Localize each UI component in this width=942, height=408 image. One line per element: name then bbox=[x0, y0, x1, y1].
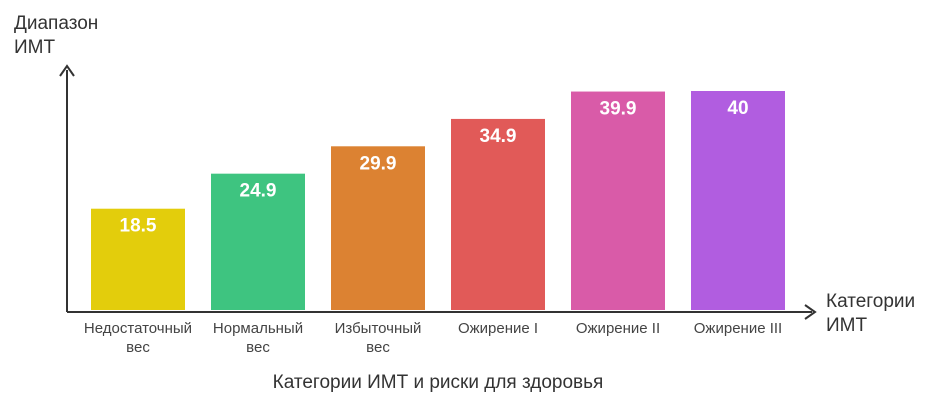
bar-obesity-1 bbox=[451, 118, 545, 310]
bar-obesity-2 bbox=[571, 91, 665, 310]
x-axis-label: Категории ИМТ bbox=[826, 291, 916, 336]
x-tick-label-obesity-2: Ожирение II bbox=[575, 320, 661, 337]
x-tick-label-overweight: Избыточный вес bbox=[334, 320, 422, 356]
data-label-underweight: 18.5 bbox=[120, 216, 157, 237]
x-tick-label-obesity-3: Ожирение III bbox=[693, 320, 783, 337]
bar-underweight bbox=[91, 208, 185, 310]
data-label-overweight: 29.9 bbox=[360, 153, 397, 174]
y-axis-label: Диапазон ИМТ bbox=[14, 13, 99, 58]
data-label-obesity-1: 34.9 bbox=[480, 126, 517, 147]
y-axis bbox=[59, 64, 75, 312]
bar-obesity-3 bbox=[691, 91, 785, 310]
data-label-obesity-3: 40 bbox=[727, 98, 748, 119]
data-label-normal: 24.9 bbox=[240, 181, 277, 202]
bar-overweight bbox=[331, 146, 425, 310]
x-tick-label-normal: Нормальный вес bbox=[212, 320, 304, 356]
data-label-obesity-2: 39.9 bbox=[600, 99, 637, 120]
bars-group: 18.5 24.9 29.9 34.9 39.9 40 bbox=[91, 91, 785, 310]
x-tick-label-obesity-1: Ожирение I bbox=[457, 320, 539, 337]
bar-normal bbox=[211, 173, 305, 310]
x-axis bbox=[67, 304, 817, 320]
chart-title: Категории ИМТ и риски для здоровья bbox=[272, 372, 604, 393]
x-tick-label-underweight: Недостаточный вес bbox=[83, 320, 193, 356]
